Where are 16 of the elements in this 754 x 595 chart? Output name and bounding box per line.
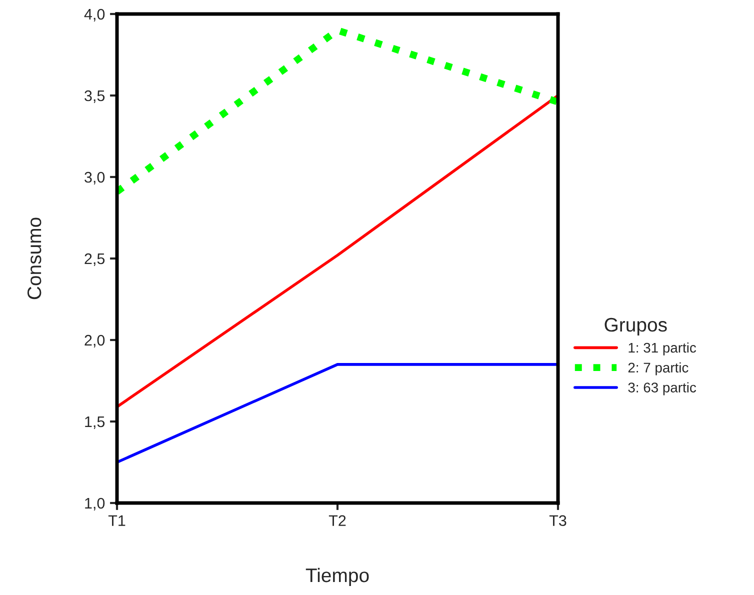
y-tick-label: 1,5 [85,416,105,429]
y-tick-label: 3,5 [84,90,105,103]
y-tick-label: 2,0 [84,334,105,348]
legend-label: 3: 63 partic [628,382,696,396]
x-tick-label: T3 [549,515,566,526]
legend-label: 2: 7 partic [628,362,688,376]
y-tick-label: 4,0 [84,8,105,22]
y-tick-label: 3,0 [84,172,105,184]
x-tick-label: T2 [328,515,346,526]
y-axis-title: Consumo [27,218,42,300]
x-tick-label: T1 [108,515,126,526]
x-axis-title: Tiempo [306,568,369,586]
y-tick-label: 2,5 [84,253,105,266]
y-tick-label: 1,0 [85,498,105,510]
legend-title: Grupos [604,318,667,336]
legend-label: 1: 31 partic [628,342,696,356]
